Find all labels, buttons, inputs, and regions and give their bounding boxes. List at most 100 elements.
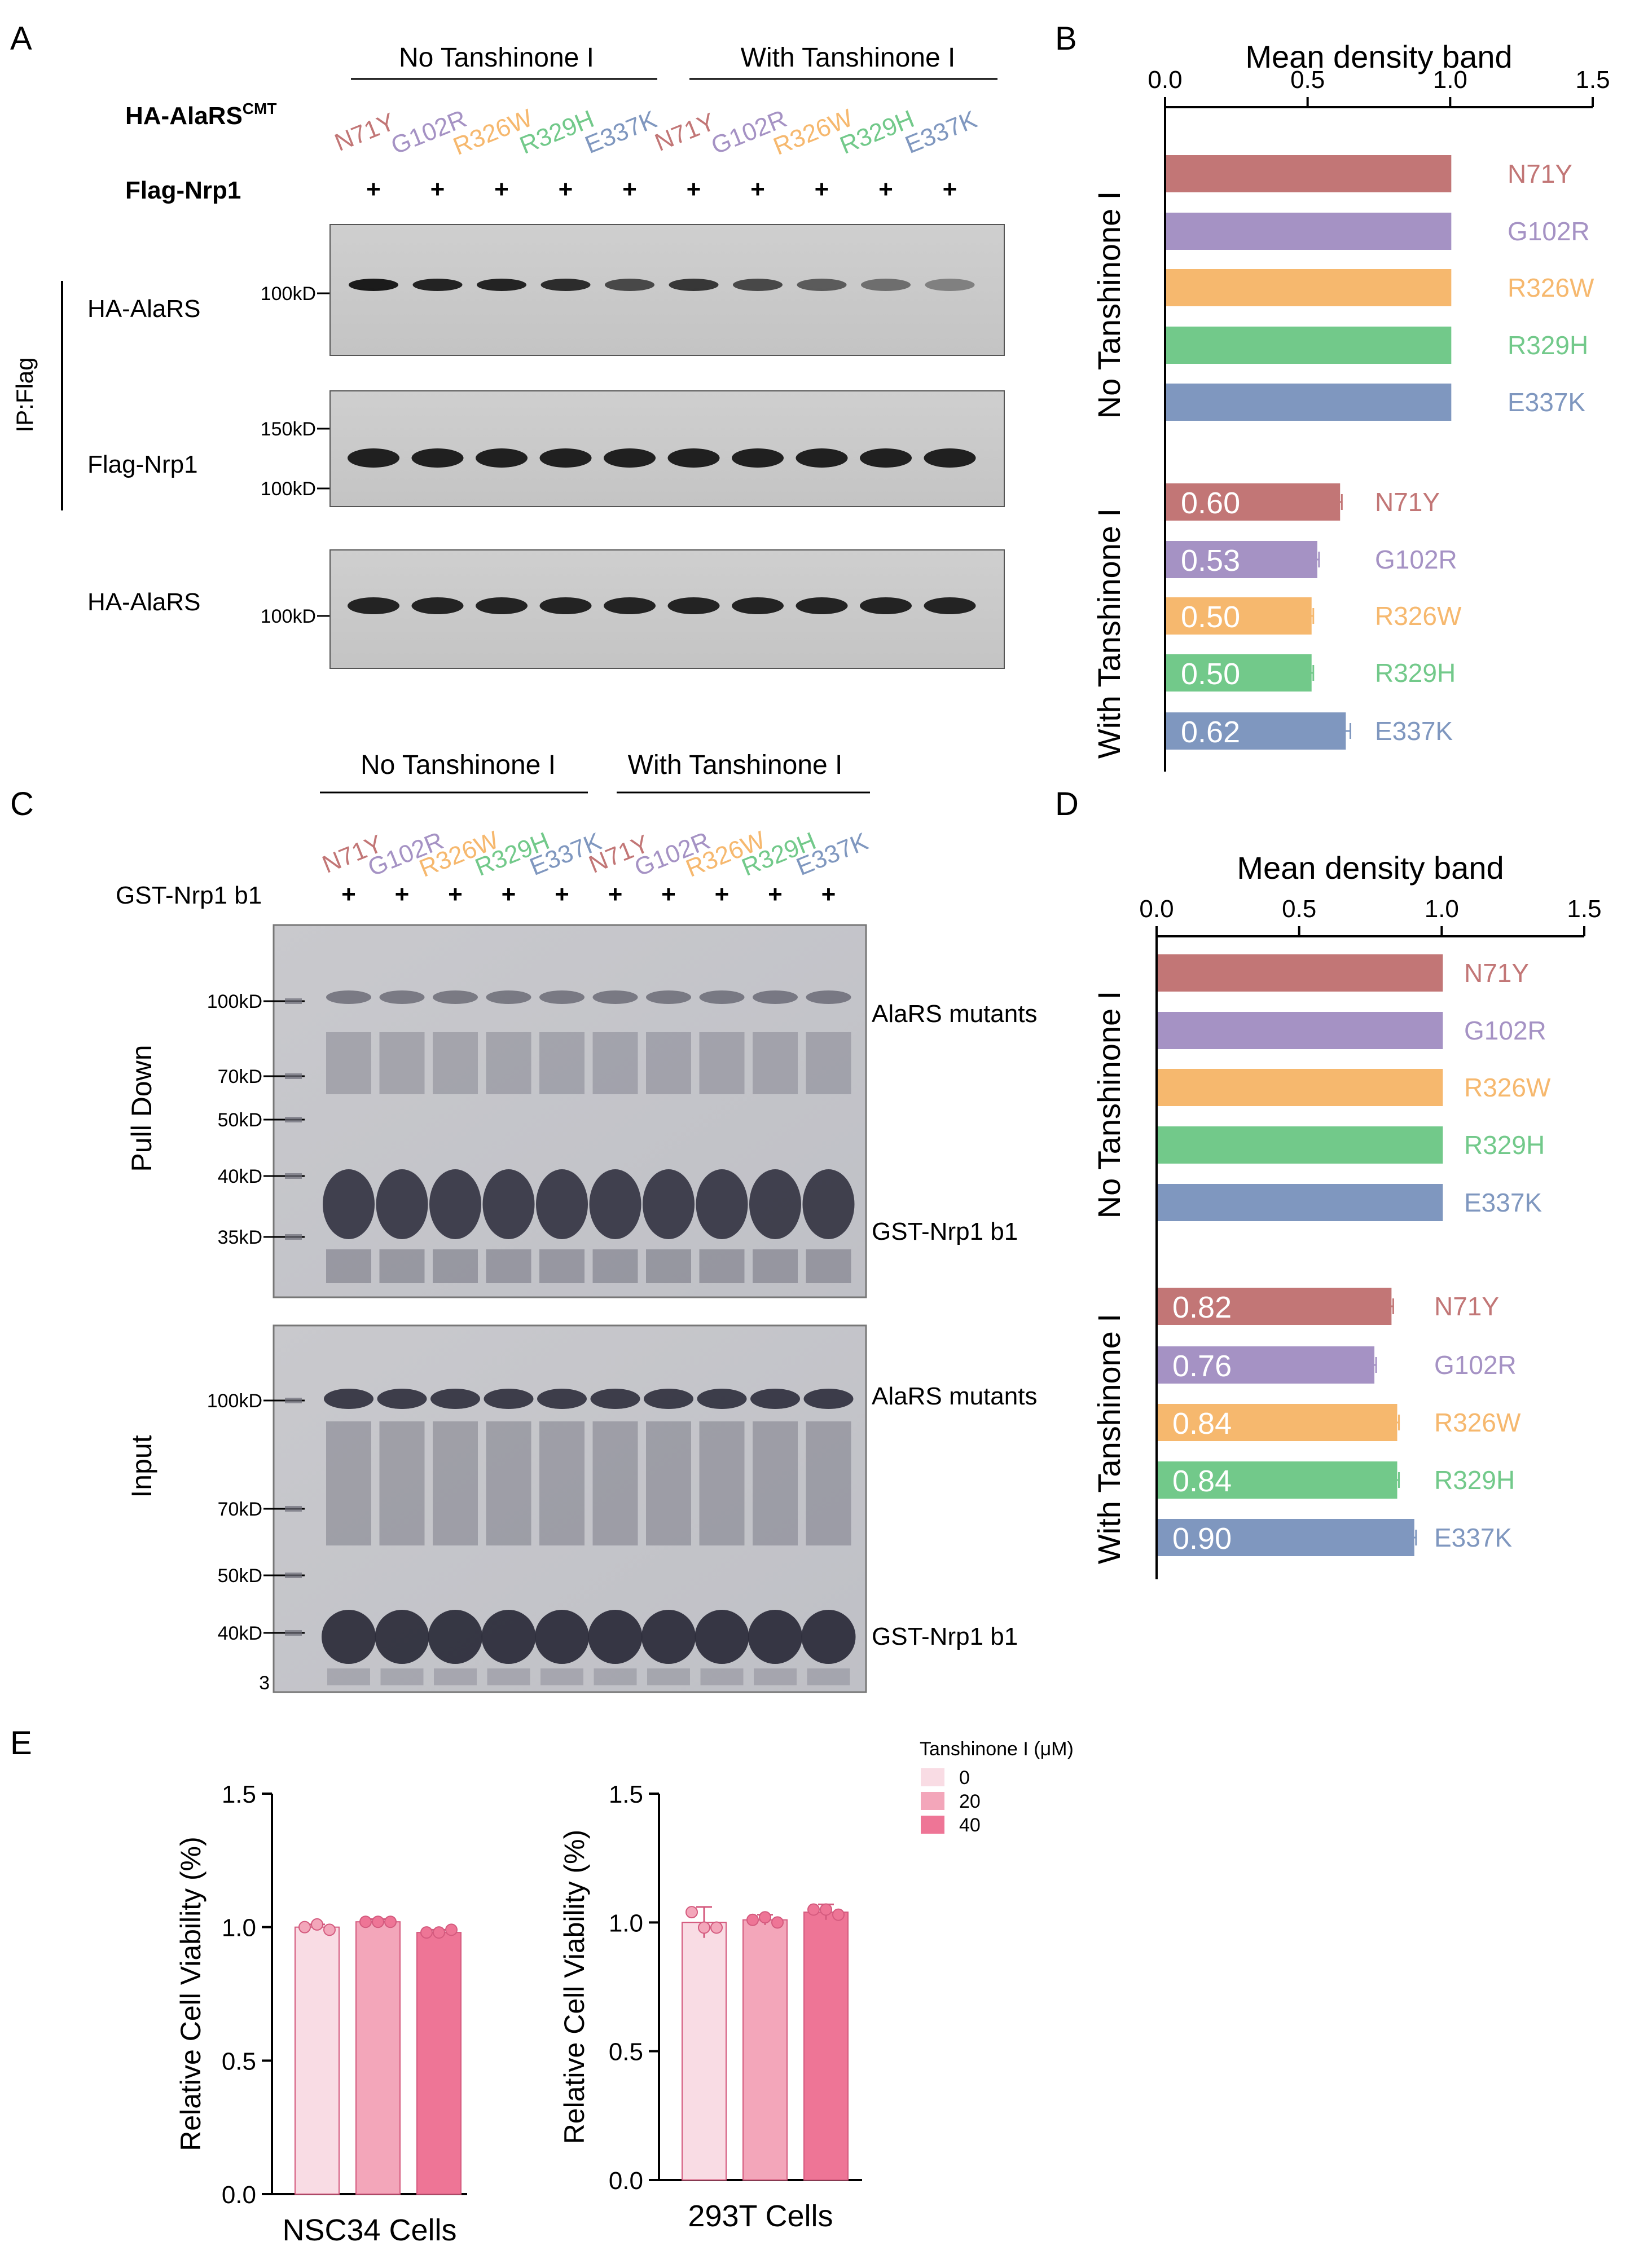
chart-e-293t: 0.0 0.5 1.0 1.5 Relative Cell Viability (%) 2… (559, 1781, 862, 2233)
chart-d-group-label-1: With Tanshinone I (1091, 1314, 1127, 1564)
chart-b-bar-1-1 (1166, 541, 1317, 578)
c-in-band-gst-2 (428, 1610, 482, 1664)
chart-e1-ytick-label-2: 1.0 (222, 1914, 256, 1942)
chart-b-xtick-label-3: 1.5 (1575, 66, 1610, 94)
a-blot1-band-3 (540, 279, 591, 291)
a-blot2-band-2 (476, 448, 528, 468)
chart-b-cat-label-1-4: E337K (1375, 716, 1453, 746)
c-input-band-top: AlaRS mutants (872, 1382, 1037, 1410)
c-ladder-1-0 (285, 1398, 302, 1403)
c-in-band-top-4 (537, 1389, 587, 1409)
a-group-no-label: No Tanshinone I (399, 43, 594, 73)
c-pd-band-gst-3 (482, 1169, 535, 1239)
c-pd-smear-8 (753, 1032, 798, 1094)
c-row-gst-label: GST-Nrp1 b1 (116, 882, 262, 909)
chart-b-title: Mean density band (1245, 39, 1512, 74)
c-in-lower-1 (380, 1668, 424, 1685)
a-plus-5: + (687, 175, 701, 203)
c-pd-smear-0 (326, 1032, 371, 1094)
a-plus-7: + (815, 175, 829, 203)
chart-b-cat-label-0-4: E337K (1508, 387, 1585, 417)
a-lane-label-5: N71Y (651, 108, 719, 157)
c-in-lower-4 (540, 1668, 583, 1685)
c-in-band-gst-6 (641, 1610, 696, 1664)
c-in-smear-3 (486, 1421, 531, 1545)
c-pulldown-marker-0: 100kD (207, 991, 262, 1012)
legend-e-swatch-1 (921, 1792, 944, 1810)
chart-d-bar-0-2 (1158, 1069, 1443, 1106)
panel-label-c: C (10, 786, 34, 822)
c-ladder-0-1 (285, 1073, 302, 1079)
c-pulldown-markers: 100kD 70kD 50kD 40kD 35kD (207, 991, 305, 1248)
c-pulldown-bands (285, 990, 855, 1283)
c-input-marker-0: 100kD (207, 1390, 262, 1412)
a-blot1-band-0 (349, 279, 398, 291)
chart-e1-point-0-2 (323, 1923, 336, 1936)
chart-d-cat-label-0-4: E337K (1464, 1188, 1542, 1217)
legend-e-item-2: 40 (959, 1815, 981, 1836)
chart-e1-point-0-1 (311, 1918, 323, 1931)
c-group-no-label: No Tanshinone I (361, 750, 556, 780)
c-pd-band-gst-4 (536, 1169, 588, 1239)
chart-b-bar-1-4 (1166, 712, 1346, 750)
legend-e-item-1: 20 (959, 1791, 981, 1812)
chart-b-xtick-label-2: 1.0 (1433, 66, 1467, 94)
c-pulldown-band-bottom: GST-Nrp1 b1 (872, 1218, 1018, 1245)
a-plus-3: + (559, 175, 573, 203)
chart-d-xtick-label-3: 1.5 (1567, 895, 1601, 923)
c-pd-lower-0 (326, 1249, 371, 1283)
chart-d-cat-label-1-3: R329H (1434, 1465, 1515, 1495)
a-blot2 (329, 390, 1005, 507)
chart-d-bar-0-1 (1158, 1012, 1443, 1049)
chart-b-cat-label-0-3: R329H (1508, 331, 1588, 360)
c-pulldown-label: Pull Down (126, 1045, 157, 1172)
c-pulldown-marker-4: 35kD (218, 1227, 262, 1248)
c-pd-lower-5 (592, 1249, 638, 1283)
chart-d-cat-label-0-3: R329H (1464, 1130, 1545, 1160)
chart-e2-point-1-2 (771, 1916, 784, 1929)
chart-b-bar-1-0 (1166, 483, 1341, 521)
chart-b-xtick-label-0: 0.0 (1148, 66, 1182, 94)
c-plus-3: + (502, 880, 516, 908)
chart-d-xtick-label-1: 0.5 (1282, 895, 1316, 923)
chart-b-bar-0-2 (1166, 269, 1452, 306)
legend-e-swatch-0 (921, 1768, 944, 1786)
c-pd-band-top-0 (326, 990, 371, 1004)
c-plus-7: + (715, 880, 729, 908)
chart-d-cat-label-0-1: G102R (1464, 1016, 1546, 1045)
c-plus-5: + (608, 880, 623, 908)
c-in-band-top-5 (590, 1389, 640, 1409)
c-plus-1: + (395, 880, 410, 908)
a-plus-9: + (943, 175, 957, 203)
c-ladder-1-1 (285, 1506, 302, 1512)
chart-e1-point-1-1 (372, 1915, 384, 1928)
c-in-smear-0 (326, 1421, 371, 1545)
c-plus-4: + (555, 880, 569, 908)
c-in-lower-3 (487, 1668, 530, 1685)
c-pd-band-gst-9 (802, 1169, 855, 1239)
c-pd-smear-5 (592, 1032, 638, 1094)
chart-e2-ylabel: Relative Cell Viability (%) (559, 1830, 590, 2144)
chart-b-data-label-1-4: 0.62 (1181, 715, 1240, 749)
chart-e1-point-2-1 (433, 1926, 445, 1939)
c-in-band-gst-9 (801, 1610, 856, 1664)
chart-d-data-label-1-3: 0.84 (1172, 1464, 1232, 1498)
a-blot2-band-0 (348, 448, 399, 468)
c-pd-lower-8 (753, 1249, 798, 1283)
c-pd-band-gst-7 (696, 1169, 748, 1239)
panel-label-e: E (10, 1725, 32, 1761)
chart-d-xtick-label-0: 0.0 (1139, 895, 1174, 923)
chart-e2-ytick-label-0: 0.0 (609, 2167, 643, 2195)
c-pd-band-top-1 (379, 990, 425, 1004)
c-in-smear-8 (753, 1421, 798, 1545)
chart-e2-point-2-1 (820, 1903, 832, 1916)
c-pulldown-marker-3: 40kD (218, 1166, 262, 1187)
chart-e1-point-1-2 (384, 1915, 397, 1928)
c-pd-band-gst-0 (323, 1169, 375, 1239)
c-in-band-top-1 (377, 1389, 427, 1409)
c-plus-0: + (341, 880, 356, 908)
chart-e2-point-2-0 (807, 1903, 820, 1916)
c-pd-band-top-9 (806, 990, 851, 1004)
chart-e1-point-1-0 (359, 1915, 372, 1928)
c-in-smear-5 (592, 1421, 638, 1545)
